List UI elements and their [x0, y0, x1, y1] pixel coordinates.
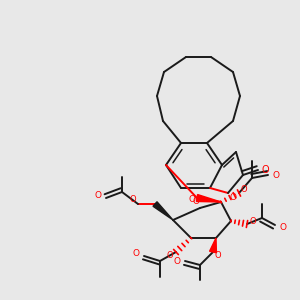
Text: O: O	[230, 194, 236, 202]
Polygon shape	[196, 194, 221, 202]
Text: O: O	[250, 217, 256, 226]
Text: O: O	[193, 197, 200, 206]
Polygon shape	[153, 202, 173, 220]
Text: O: O	[167, 251, 173, 260]
Polygon shape	[210, 238, 216, 253]
Text: O: O	[241, 184, 247, 194]
Text: O: O	[280, 223, 286, 232]
Text: O: O	[272, 170, 280, 179]
Text: O: O	[130, 196, 136, 205]
Text: O: O	[133, 250, 140, 259]
Text: O: O	[261, 165, 269, 175]
Text: O: O	[173, 256, 181, 266]
Text: O: O	[215, 251, 221, 260]
Text: O: O	[188, 196, 196, 205]
Text: O: O	[94, 190, 101, 200]
